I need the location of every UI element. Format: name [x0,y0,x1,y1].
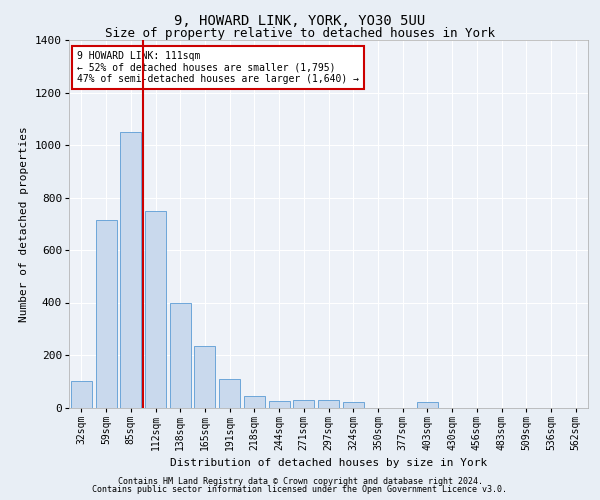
Text: 9, HOWARD LINK, YORK, YO30 5UU: 9, HOWARD LINK, YORK, YO30 5UU [175,14,425,28]
Text: 9 HOWARD LINK: 111sqm
← 52% of detached houses are smaller (1,795)
47% of semi-d: 9 HOWARD LINK: 111sqm ← 52% of detached … [77,51,359,84]
Bar [293,400,314,407]
Bar [95,220,116,408]
Text: Size of property relative to detached houses in York: Size of property relative to detached ho… [105,28,495,40]
Bar [219,378,240,408]
Bar [417,402,438,407]
Text: Contains public sector information licensed under the Open Government Licence v3: Contains public sector information licen… [92,485,508,494]
Bar [71,381,92,407]
Bar [145,210,166,408]
X-axis label: Distribution of detached houses by size in York: Distribution of detached houses by size … [170,458,487,468]
Bar [343,402,364,407]
Bar [120,132,141,407]
Bar [194,346,215,408]
Bar [170,302,191,408]
Bar [269,401,290,407]
Text: Contains HM Land Registry data © Crown copyright and database right 2024.: Contains HM Land Registry data © Crown c… [118,477,482,486]
Bar [318,400,339,407]
Y-axis label: Number of detached properties: Number of detached properties [19,126,29,322]
Bar [244,396,265,407]
